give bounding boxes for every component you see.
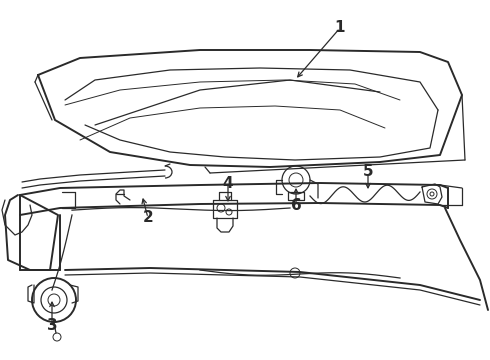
Text: 3: 3 [47,318,57,333]
Text: 2: 2 [143,211,153,225]
Text: 5: 5 [363,165,373,180]
Text: 1: 1 [335,21,345,36]
Text: 4: 4 [222,175,233,190]
Text: 6: 6 [291,198,301,212]
